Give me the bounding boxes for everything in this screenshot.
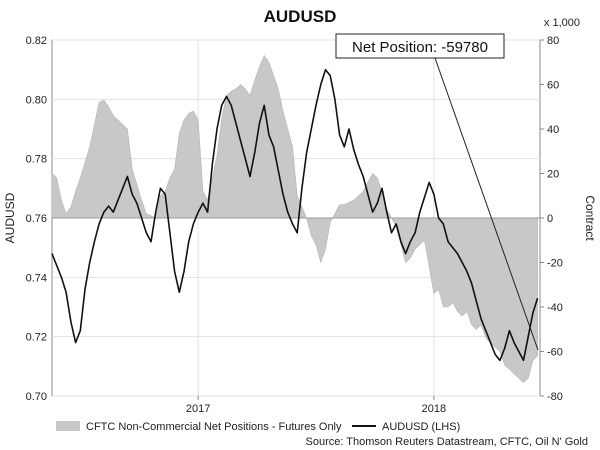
left-axis-title: AUDUSD <box>3 192 17 243</box>
x-axis-ticks: 2017 2018 <box>186 396 446 415</box>
x-tick-label: 2017 <box>186 403 210 415</box>
audusd-line <box>51 68 539 362</box>
right-tick-label: 0 <box>547 213 553 225</box>
right-tick-label: -80 <box>547 391 563 403</box>
left-tick-label: 0.72 <box>26 332 47 344</box>
right-tick-label: -40 <box>547 302 563 314</box>
right-tick-label: -60 <box>547 347 563 359</box>
left-tick-label: 0.70 <box>26 391 47 403</box>
legend: CFTC Non-Commercial Net Positions - Futu… <box>56 421 460 433</box>
right-axis-ticks: -80 -60 -40 -20 0 20 40 60 80 <box>540 35 563 403</box>
right-tick-label: -20 <box>547 258 563 270</box>
callout-leader-line <box>434 57 539 351</box>
left-tick-label: 0.82 <box>26 35 47 47</box>
source-note: Source: Thomson Reuters Datastream, CFTC… <box>306 436 589 448</box>
legend-line-label: AUDUSD (LHS) <box>382 421 460 433</box>
x-tick-label: 2018 <box>422 403 446 415</box>
right-tick-label: 60 <box>547 80 559 92</box>
legend-area-swatch <box>56 421 80 431</box>
net-position-area <box>51 54 540 384</box>
net-position-area-path <box>51 54 538 384</box>
left-tick-label: 0.80 <box>26 94 47 106</box>
callout-box <box>335 33 505 59</box>
left-tick-label: 0.74 <box>26 272 47 284</box>
audusd-line-path <box>51 68 539 362</box>
left-tick-label: 0.78 <box>26 154 47 166</box>
right-tick-label: 40 <box>547 124 559 136</box>
left-axis-ticks: 0.70 0.72 0.74 0.76 0.78 0.80 0.82 <box>26 35 47 403</box>
legend-area-label: CFTC Non-Commercial Net Positions - Futu… <box>86 421 342 433</box>
callout-text: Net Position: -59780 <box>352 39 488 56</box>
chart-title: AUDUSD <box>264 7 337 26</box>
right-tick-label: 80 <box>547 35 559 47</box>
left-tick-label: 0.76 <box>26 213 47 225</box>
right-axis-unit: x 1,000 <box>544 17 580 29</box>
right-axis-title: Contract <box>583 195 597 241</box>
right-tick-label: 20 <box>547 169 559 181</box>
